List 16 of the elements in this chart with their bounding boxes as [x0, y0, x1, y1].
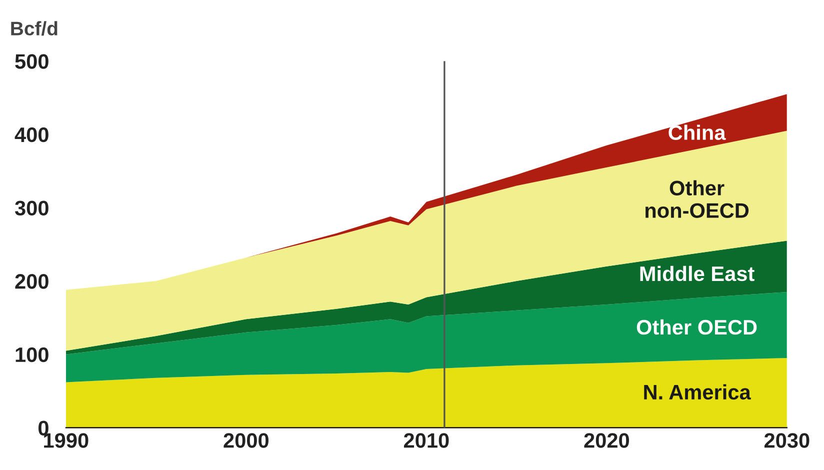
y-tick-label: 300: [14, 200, 48, 216]
series-label: Other non-OECD: [646, 180, 749, 218]
y-tick-label: 500: [15, 54, 48, 69]
x-tick-label: 2000: [224, 433, 268, 448]
x-tick-label: 2020: [584, 433, 629, 448]
series-label: Other OECD: [636, 319, 757, 335]
x-tick-label: 2010: [404, 433, 449, 448]
y-axis-title: Bcf/d: [11, 21, 58, 36]
series-label: China: [668, 124, 726, 140]
y-tick-label: 100: [16, 347, 48, 362]
series-label: Middle East: [640, 266, 754, 282]
x-tick-label: 1990: [44, 433, 88, 448]
y-tick-label: 0: [38, 420, 48, 436]
x-tick-label: 2030: [764, 433, 810, 448]
y-tick-label: 200: [15, 274, 48, 289]
y-tick-label: 400: [14, 127, 48, 142]
